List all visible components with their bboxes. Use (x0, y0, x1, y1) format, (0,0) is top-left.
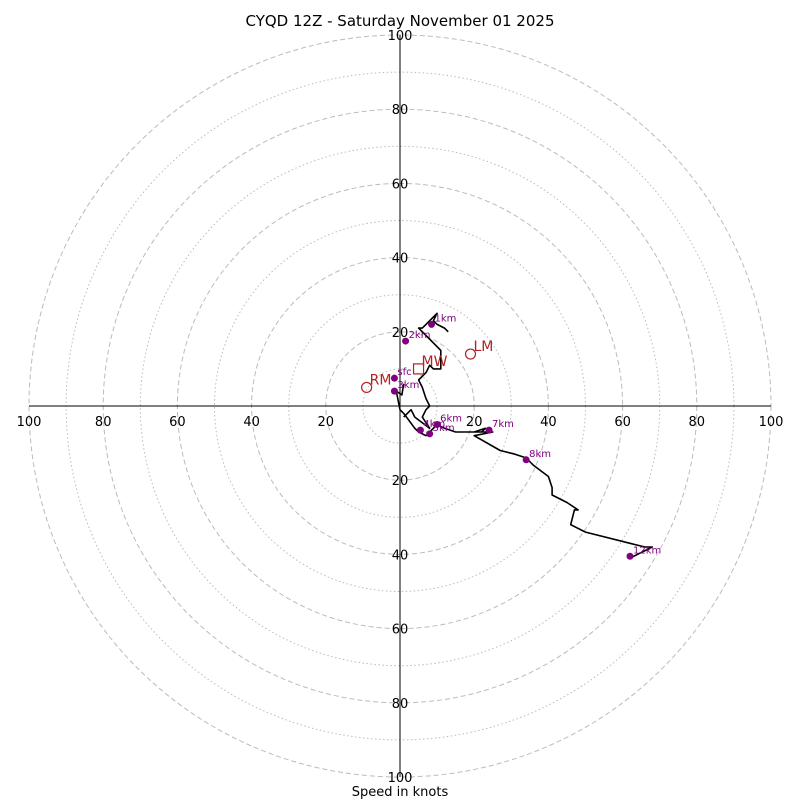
height-marker-6km (433, 421, 441, 429)
height-marker-3km (390, 387, 398, 395)
height-label-2km: 2km (409, 330, 431, 341)
tick-right-100: 100 (759, 415, 784, 430)
storm-motion-markers: MW LM RM (361, 339, 493, 394)
height-marker-2km (402, 337, 410, 345)
tick-bottom-60: 60 (392, 623, 409, 638)
motion-marker-MW (412, 363, 425, 375)
height-marker-5km (426, 430, 434, 438)
motion-marker-RM (361, 381, 373, 394)
tick-bottom-40: 40 (392, 548, 409, 563)
motion-label-MW: MW (422, 354, 448, 370)
tick-left-20: 20 (318, 415, 335, 430)
height-marker-7km (485, 426, 493, 434)
height-label-8km: 8km (529, 449, 551, 460)
height-marker-12km (626, 552, 634, 560)
height-label-1km: 1km (435, 313, 457, 324)
motion-marker-LM (464, 348, 477, 360)
height-marker-1km (428, 320, 436, 328)
x-axis-label: Speed in knots (352, 785, 449, 800)
tick-bottom-100: 100 (388, 771, 413, 786)
tick-left-60: 60 (169, 415, 186, 430)
height-marker-4km (416, 426, 424, 434)
tick-top-60: 60 (392, 177, 409, 192)
height-label-3km: 3km (397, 380, 419, 391)
height-label-5km: 5km (433, 423, 455, 434)
tick-right-40: 40 (540, 415, 557, 430)
tick-labels: 20 20 20 20 40 40 40 40 60 60 60 60 80 80 80 80 100 100 10… (17, 29, 784, 786)
tick-bottom-20: 20 (392, 474, 409, 489)
trace-segment-0 (395, 383, 654, 559)
tick-right-80: 80 (689, 415, 706, 430)
tick-left-80: 80 (95, 415, 112, 430)
height-marker-sfc (390, 374, 398, 382)
height-marker-8km (522, 456, 530, 464)
tick-left-100: 100 (17, 415, 42, 430)
height-markers: sfc1km2km3km4km5km6km7km8km12km (390, 313, 661, 560)
tick-right-20: 20 (466, 415, 483, 430)
tick-top-20: 20 (392, 326, 409, 341)
tick-top-80: 80 (392, 103, 409, 118)
tick-top-100: 100 (388, 29, 413, 44)
height-label-7km: 7km (492, 419, 514, 430)
chart-title: CYQD 12Z - Saturday November 01 2025 (245, 12, 554, 30)
motion-label-RM: RM (370, 372, 392, 388)
height-label-sfc: sfc (397, 367, 411, 378)
tick-bottom-80: 80 (392, 697, 409, 712)
tick-top-40: 40 (392, 252, 409, 267)
height-label-6km: 6km (440, 414, 462, 425)
height-label-12km: 12km (633, 545, 661, 556)
tick-right-60: 60 (614, 415, 631, 430)
wind-trace (395, 312, 654, 559)
motion-label-LM: LM (473, 339, 493, 355)
trace-segment-1 (403, 312, 449, 430)
tick-left-40: 40 (243, 415, 260, 430)
